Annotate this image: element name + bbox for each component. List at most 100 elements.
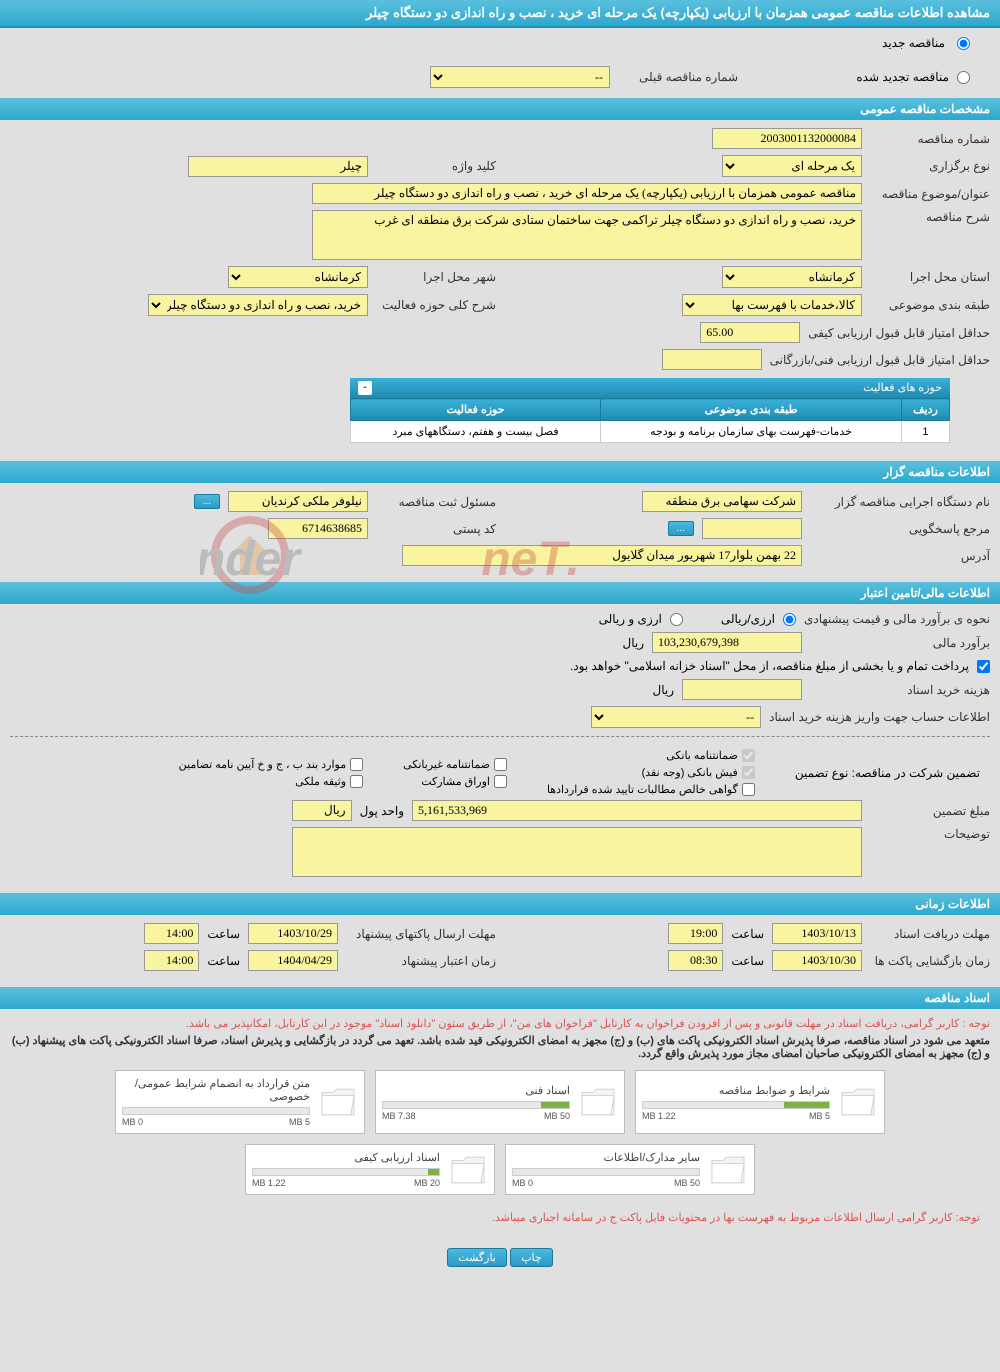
progress-bar	[512, 1168, 700, 1176]
envelope-open-date[interactable]	[772, 950, 862, 971]
cb-bonds[interactable]	[494, 775, 507, 788]
section-timing: اطلاعات زمانی	[0, 893, 1000, 915]
packet-send-date[interactable]	[248, 923, 338, 944]
cb-bank-guarantee[interactable]	[742, 749, 755, 762]
expand-icon[interactable]: -	[358, 381, 372, 395]
postal-input[interactable]	[268, 518, 368, 539]
doc-title: اسناد ارزیابی کیفی	[252, 1151, 440, 1164]
deposit-account-select[interactable]: --	[591, 706, 761, 728]
renewed-row: مناقصه تجدید شده شماره مناقصه قبلی --	[0, 58, 1000, 96]
doc-box[interactable]: شرایط و ضوابط مناقصه5 MB1.22 MB	[635, 1070, 885, 1134]
doc-title: شرایط و ضوابط مناقصه	[642, 1084, 830, 1097]
guarantee-amount-input[interactable]	[412, 800, 862, 821]
progress-bar	[252, 1168, 440, 1176]
time-label-2: ساعت	[207, 927, 240, 941]
rial-radio[interactable]	[783, 613, 796, 626]
activity-caption: حوزه های فعالیت -	[350, 378, 950, 398]
keyword-input[interactable]	[188, 156, 368, 177]
folder-icon	[708, 1154, 748, 1186]
doc-note2: متعهد می شود در اسناد مناقصه، صرفا پذیرش…	[10, 1034, 990, 1060]
min-tech-label: حداقل امتیاز قابل قبول ارزیابی فنی/بازرگ…	[770, 353, 990, 367]
new-tender-label: مناقصه جدید	[882, 36, 945, 50]
renewed-tender-radio[interactable]	[957, 71, 970, 84]
respond-label: مرجع پاسخگویی	[810, 522, 990, 536]
exec-org-input[interactable]	[642, 491, 802, 512]
activity-scope-select[interactable]: خرید، نصب و راه اندازی دو دستگاه چیلر تر…	[148, 294, 368, 316]
estimate-input[interactable]	[652, 632, 802, 653]
table-row: 1 خدمات-فهرست بهای سازمان برنامه و بودجه…	[351, 421, 950, 443]
category-select[interactable]: کالا،خدمات با فهرست بها	[682, 294, 862, 316]
activity-scope-label: شرح کلی حوزه فعالیت	[376, 298, 496, 312]
new-tender-radio[interactable]	[957, 37, 970, 50]
notes-textarea[interactable]	[292, 827, 862, 877]
guarantee-amount-label: مبلغ تضمین	[870, 804, 990, 818]
subject-input[interactable]	[312, 183, 862, 204]
folder-icon	[448, 1154, 488, 1186]
doc-receive-label: مهلت دریافت اسناد	[870, 927, 990, 941]
proposal-validity-date[interactable]	[248, 950, 338, 971]
section-general: مشخصات مناقصه عمومی	[0, 98, 1000, 120]
currency-radio-label: ارزی و ریالی	[599, 612, 662, 626]
min-tech-input[interactable]	[662, 349, 762, 370]
progress-bar	[382, 1101, 570, 1109]
doc-total: 5 MB	[289, 1117, 310, 1127]
doc-box[interactable]: متن قرارداد به انضمام شرایط عمومی/خصوصی 5…	[115, 1070, 365, 1134]
doc-total: 50 MB	[674, 1178, 700, 1188]
doc-total: 5 MB	[809, 1111, 830, 1121]
packet-send-label: مهلت ارسال پاکتهای پیشنهاد	[346, 927, 496, 941]
holding-type-label: نوع برگزاری	[870, 159, 990, 173]
estimate-label: برآورد مالی	[810, 636, 990, 650]
city-select[interactable]: کرمانشاه	[228, 266, 368, 288]
proposal-validity-time[interactable]	[144, 950, 199, 971]
registrar-input[interactable]	[228, 491, 368, 512]
doc-box[interactable]: اسناد ارزیابی کیفی20 MB1.22 MB	[245, 1144, 495, 1195]
time-label-1: ساعت	[731, 927, 764, 941]
currency-radio[interactable]	[670, 613, 683, 626]
address-label: آدرس	[810, 549, 990, 563]
prev-tender-label: شماره مناقصه قبلی	[618, 70, 738, 84]
doc-cost-input[interactable]	[682, 679, 802, 700]
packet-send-time[interactable]	[144, 923, 199, 944]
tender-number-input[interactable]	[712, 128, 862, 149]
rial-radio-label: ارزی/ریالی	[721, 612, 775, 626]
cb-bylaw[interactable]	[350, 758, 363, 771]
treasury-checkbox[interactable]	[977, 660, 990, 673]
province-select[interactable]: کرمانشاه	[722, 266, 862, 288]
doc-box[interactable]: اسناد فنی50 MB7.38 MB	[375, 1070, 625, 1134]
holding-type-select[interactable]: یک مرحله ای	[722, 155, 862, 177]
section-financial: اطلاعات مالی/تامین اعتبار	[0, 582, 1000, 604]
doc-used: 0 MB	[512, 1178, 533, 1188]
doc-title: سایر مدارک/اطلاعات	[512, 1151, 700, 1164]
cb-non-bank[interactable]	[494, 758, 507, 771]
tender-number-label: شماره مناقصه	[870, 132, 990, 146]
respond-more-button[interactable]: ...	[668, 521, 694, 536]
notes-label: توضیحات	[870, 827, 990, 841]
cb-net-claims[interactable]	[742, 783, 755, 796]
section-documents: اسناد مناقصه	[0, 987, 1000, 1009]
doc-note1: توجه : کاربر گرامی، دریافت اسناد در مهلت…	[10, 1017, 990, 1030]
cb-property[interactable]	[350, 775, 363, 788]
envelope-open-time[interactable]	[668, 950, 723, 971]
renewed-tender-label: مناقصه تجدید شده	[856, 70, 949, 84]
prev-tender-select[interactable]: --	[430, 66, 610, 88]
folder-icon	[838, 1086, 878, 1118]
respond-input[interactable]	[702, 518, 802, 539]
doc-title: اسناد فنی	[382, 1084, 570, 1097]
address-input[interactable]	[402, 545, 802, 566]
doc-receive-time[interactable]	[668, 923, 723, 944]
back-button[interactable]: بازگشت	[447, 1248, 507, 1267]
description-textarea[interactable]	[312, 210, 862, 260]
postal-label: کد پستی	[376, 522, 496, 536]
treasury-note: پرداخت تمام و یا بخشی از مبلغ مناقصه، از…	[570, 659, 969, 673]
proposal-validity-label: زمان اعتبار پیشنهاد	[346, 954, 496, 968]
money-unit-input[interactable]	[292, 800, 352, 821]
print-button[interactable]: چاپ	[510, 1248, 553, 1267]
new-tender-radio-row: مناقصه جدید	[0, 28, 1000, 58]
registrar-more-button[interactable]: ...	[194, 494, 220, 509]
doc-box[interactable]: سایر مدارک/اطلاعات 50 MB 0 MB	[505, 1144, 755, 1195]
doc-title: متن قرارداد به انضمام شرایط عمومی/خصوصی	[122, 1077, 310, 1103]
min-quality-label: حداقل امتیاز قابل قبول ارزیابی کیفی	[808, 326, 990, 340]
doc-receive-date[interactable]	[772, 923, 862, 944]
cb-bank-receipt[interactable]	[742, 766, 755, 779]
min-quality-input[interactable]	[700, 322, 800, 343]
